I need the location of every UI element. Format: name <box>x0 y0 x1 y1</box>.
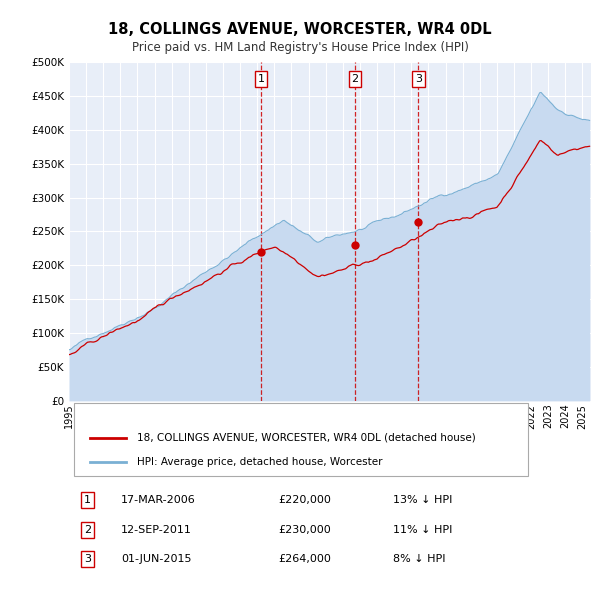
Text: £220,000: £220,000 <box>278 495 331 505</box>
Text: 1: 1 <box>257 74 265 84</box>
Text: 13% ↓ HPI: 13% ↓ HPI <box>392 495 452 505</box>
Text: 18, COLLINGS AVENUE, WORCESTER, WR4 0DL (detached house): 18, COLLINGS AVENUE, WORCESTER, WR4 0DL … <box>137 432 476 442</box>
Text: 17-MAR-2006: 17-MAR-2006 <box>121 495 196 505</box>
Text: 3: 3 <box>84 555 91 565</box>
Text: 12-SEP-2011: 12-SEP-2011 <box>121 525 192 535</box>
FancyBboxPatch shape <box>74 403 529 476</box>
Text: 2: 2 <box>84 525 91 535</box>
Text: £264,000: £264,000 <box>278 555 331 565</box>
Text: 3: 3 <box>415 74 422 84</box>
Text: 2: 2 <box>352 74 359 84</box>
Text: 8% ↓ HPI: 8% ↓ HPI <box>392 555 445 565</box>
Text: HPI: Average price, detached house, Worcester: HPI: Average price, detached house, Worc… <box>137 457 382 467</box>
Text: £230,000: £230,000 <box>278 525 331 535</box>
Text: 1: 1 <box>84 495 91 505</box>
Text: 11% ↓ HPI: 11% ↓ HPI <box>392 525 452 535</box>
Text: 01-JUN-2015: 01-JUN-2015 <box>121 555 192 565</box>
Text: Price paid vs. HM Land Registry's House Price Index (HPI): Price paid vs. HM Land Registry's House … <box>131 41 469 54</box>
Text: 18, COLLINGS AVENUE, WORCESTER, WR4 0DL: 18, COLLINGS AVENUE, WORCESTER, WR4 0DL <box>108 22 492 37</box>
